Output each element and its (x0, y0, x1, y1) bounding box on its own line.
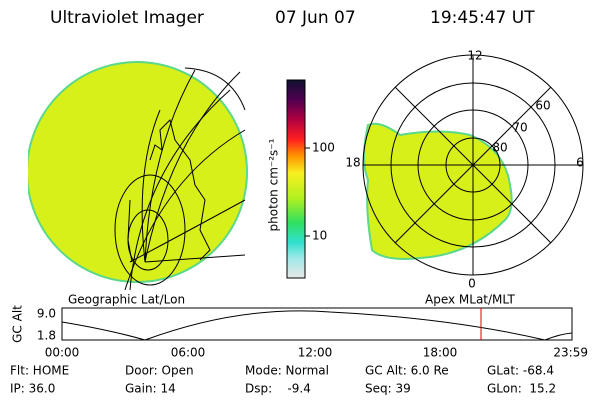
date: 07 Jun 07 (275, 8, 356, 28)
caption: Geographic Lat/Lon (68, 293, 185, 307)
colorbar-tick-label: 100 (312, 141, 335, 155)
status-field: Flt: HOME (10, 364, 69, 378)
status-field: GLat: -68.4 (487, 364, 554, 378)
status-field: Mode: Normal (245, 364, 329, 378)
colorbar-label: photon cm⁻²s⁻¹ (267, 138, 281, 231)
title: Ultraviolet Imager (50, 8, 204, 28)
status-field: Seq: 39 (365, 382, 411, 396)
polar-plot (362, 54, 584, 276)
altitude-frame (61, 307, 573, 341)
status-field: Door: Open (125, 364, 194, 378)
altitude-xtick: 00:00 (45, 346, 80, 360)
status-field: GLon: 15.2 (487, 382, 556, 396)
status-field: Dsp: -9.4 (245, 382, 311, 396)
altitude-xtick: 12:00 (298, 346, 333, 360)
colorbar (286, 79, 306, 279)
colorbar-tick-label: 10 (312, 229, 327, 243)
polar-label: 18 (345, 156, 360, 170)
status-field: Gain: 14 (125, 382, 176, 396)
altitude-xtick: 18:00 (423, 346, 458, 360)
altitude-xtick: 06:00 (171, 346, 206, 360)
polar-label: 60 (535, 99, 550, 113)
altitude-axis-label: GC Alt (11, 305, 25, 343)
altitude-xtick: 23:59 (553, 346, 588, 360)
polar-label: 6 (576, 156, 584, 170)
altitude-curve (61, 310, 573, 341)
caption: Apex MLat/MLT (425, 293, 515, 307)
status-field: IP: 36.0 (10, 382, 55, 396)
altitude-ytick: 9.0 (37, 307, 56, 321)
polar-label: 12 (467, 49, 482, 63)
status: Flt: HOME Door: Open Mode: Normal GC Alt: 6… (10, 364, 556, 396)
geo-image (28, 61, 248, 291)
polar-label: 70 (512, 121, 527, 135)
polar-label: 80 (492, 141, 507, 155)
status-field: GC Alt: 6.0 Re (365, 364, 449, 378)
altitude-ytick: 1.8 (37, 329, 56, 343)
time: 19:45:47 UT (430, 8, 535, 28)
polar-label: 0 (468, 277, 476, 291)
